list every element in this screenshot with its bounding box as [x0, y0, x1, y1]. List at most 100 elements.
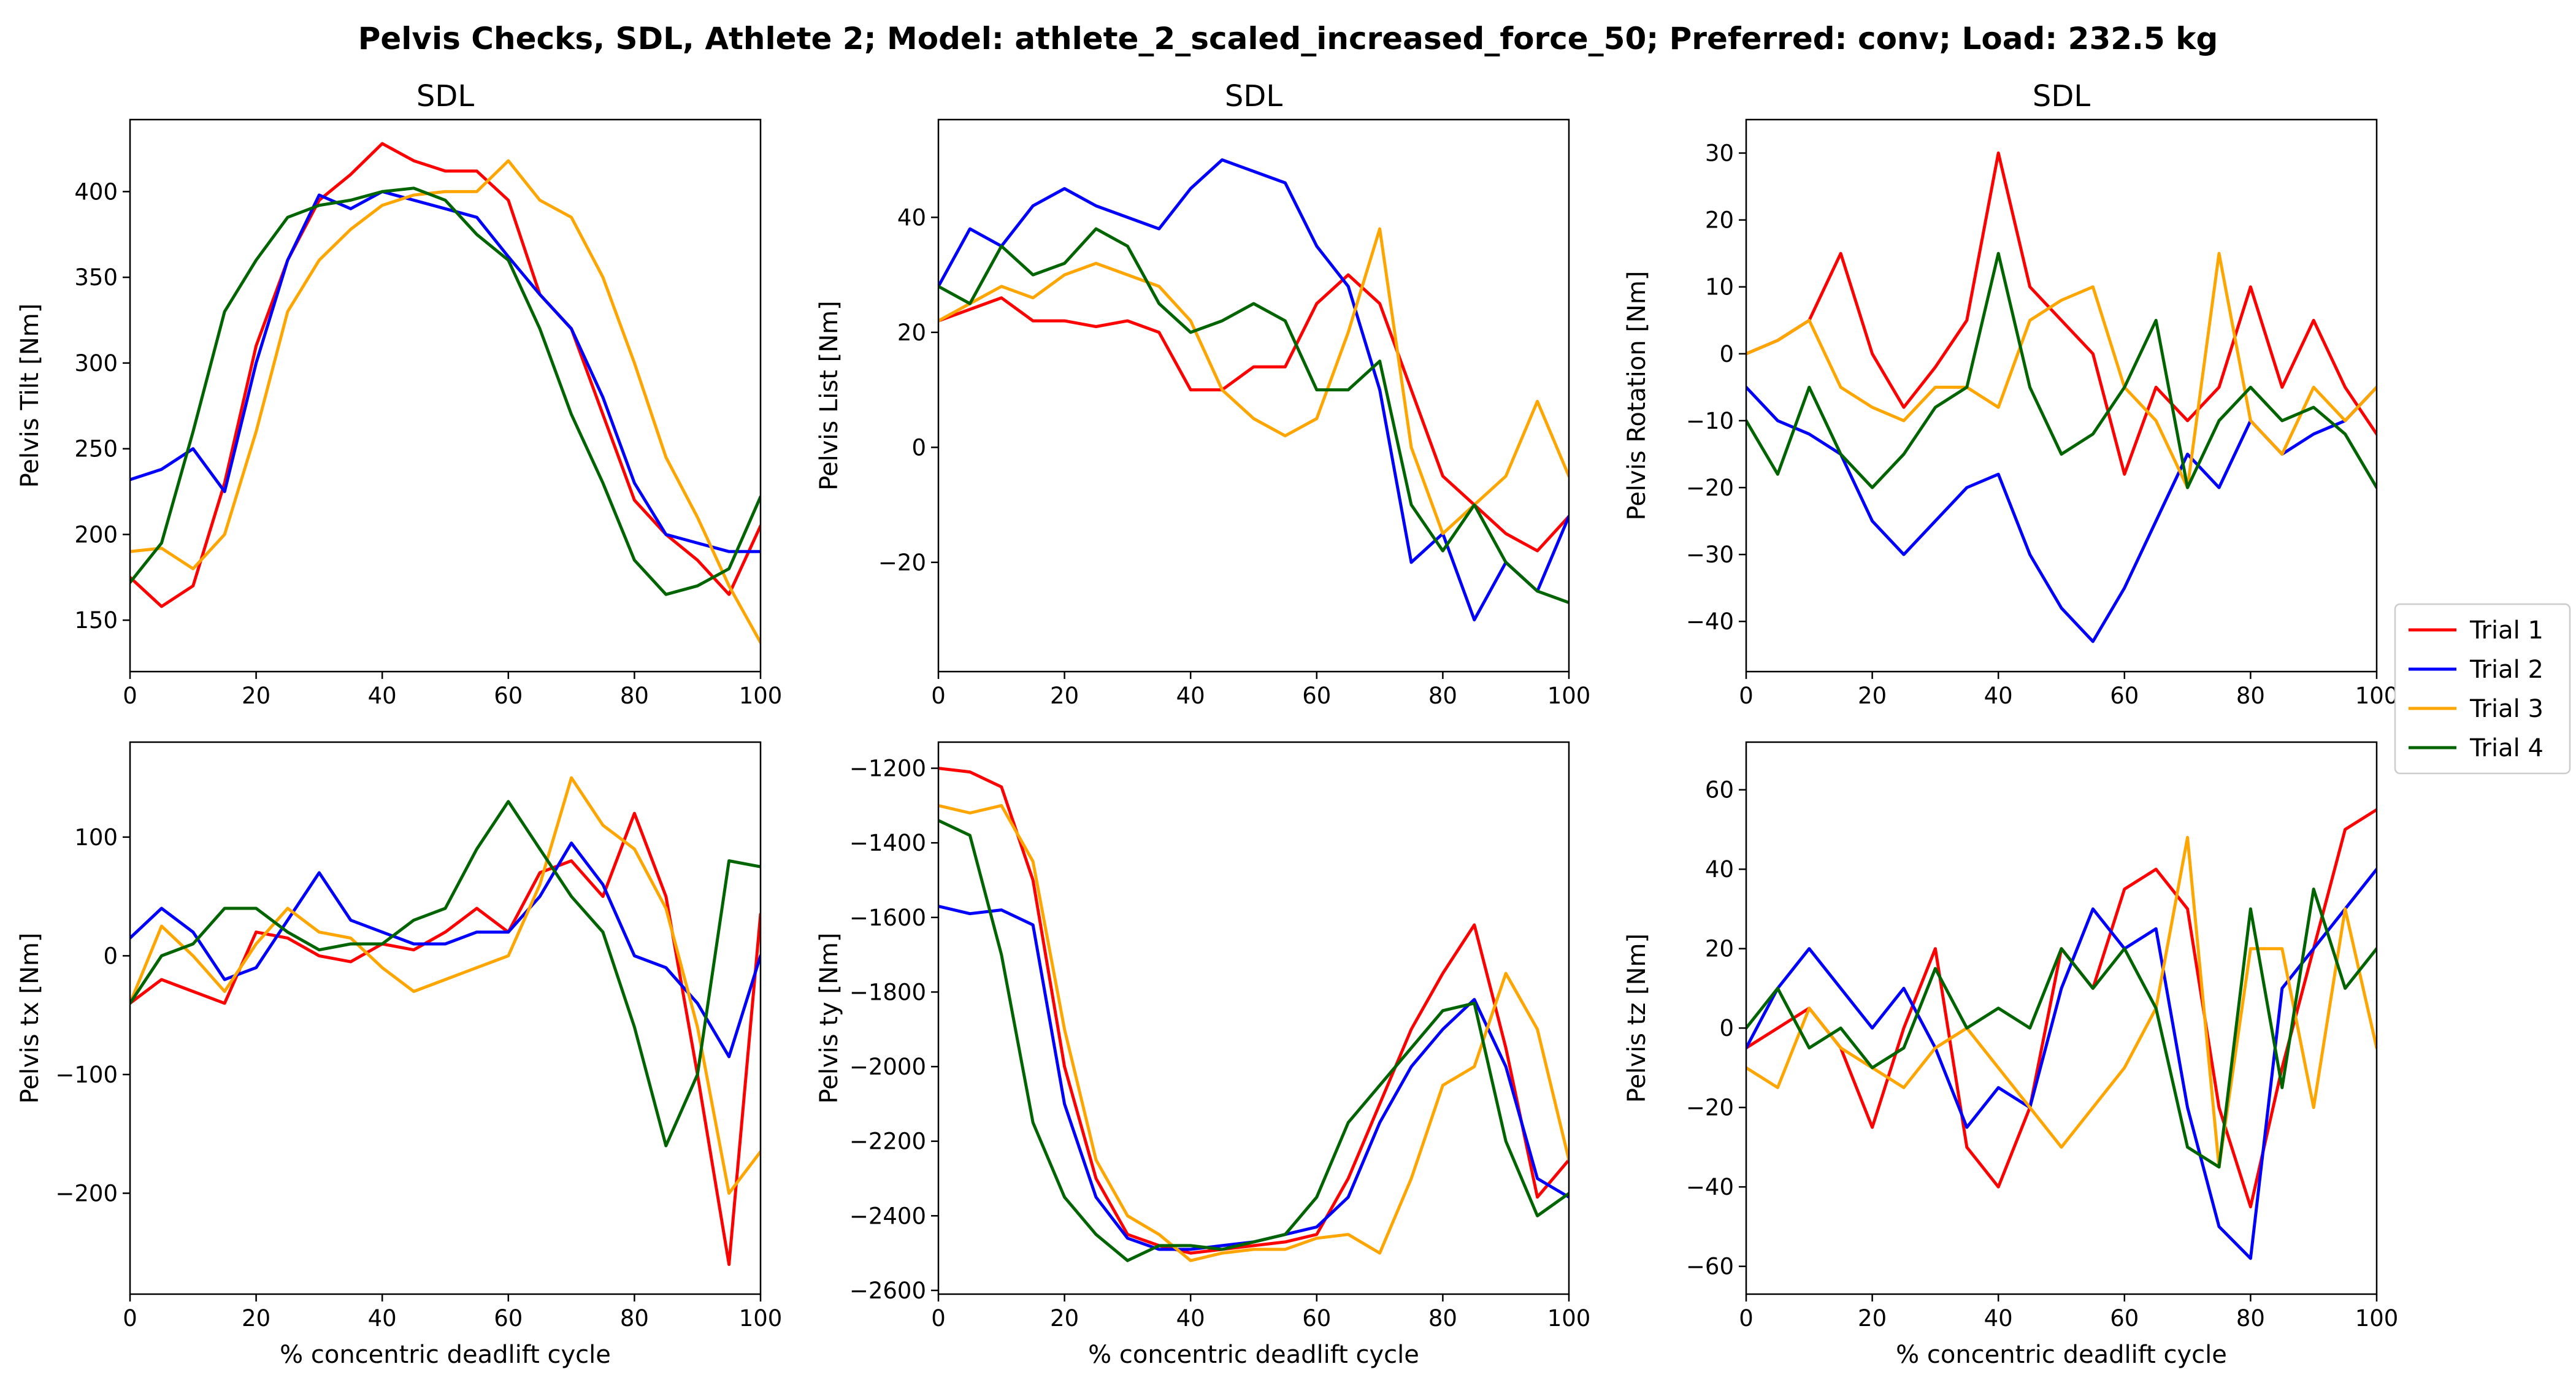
y-tick-label: 40 [897, 204, 926, 231]
x-tick-label: 60 [494, 1305, 523, 1332]
x-axis-label: % concentric deadlift cycle [1088, 1341, 1419, 1369]
plot-frame [129, 741, 762, 1295]
y-tick-label: 30 [1705, 140, 1734, 167]
x-tick-label: 20 [1858, 1305, 1887, 1332]
x-tick-label: 20 [1050, 1305, 1079, 1332]
series-line-trial-3 [130, 159, 761, 644]
plot-frame [937, 118, 1570, 673]
x-tick-label: 80 [620, 1305, 649, 1332]
x-tick-label: 100 [2355, 683, 2399, 709]
series-line-trial-4 [1746, 251, 2377, 489]
y-tick-label: 0 [911, 434, 926, 461]
subplot-5: 0 20 40 60 80 100 −2600 −2400 −2200 −2000 −1800 −16… [815, 741, 1591, 1369]
plot-frame [1745, 741, 2378, 1295]
x-tick-label: 0 [931, 683, 946, 709]
y-tick-label: 20 [897, 320, 926, 346]
subplot-title: SDL [2033, 79, 2090, 113]
x-tick-label: 20 [1050, 683, 1079, 709]
x-tick-label: 80 [1428, 1305, 1457, 1332]
plot-frame [937, 741, 1570, 1295]
y-tick-label: −20 [878, 550, 926, 576]
x-tick-label: 100 [2355, 1305, 2399, 1332]
y-axis-label: Pelvis List [Nm] [815, 301, 843, 491]
x-tick-label: 20 [242, 1305, 270, 1332]
legend-label: Trial 1 [2469, 616, 2543, 645]
y-tick-label: −10 [1686, 408, 1734, 434]
x-tick-label: 60 [1302, 1305, 1331, 1332]
plot-frame [129, 118, 762, 673]
series-line-trial-2 [130, 190, 761, 553]
y-tick-label: 400 [74, 178, 118, 205]
series-line-trial-1 [938, 767, 1569, 1255]
y-tick-label: 60 [1705, 777, 1734, 803]
series-lines [1746, 808, 2377, 1260]
y-tick-label: −200 [55, 1180, 118, 1206]
x-tick-label: 80 [620, 683, 649, 709]
y-tick-label: −60 [1686, 1254, 1734, 1280]
x-tick-label: 60 [2110, 683, 2139, 709]
y-tick-label: 0 [1719, 1015, 1734, 1041]
x-tick-label: 0 [123, 683, 137, 709]
subplot-4: 0 20 40 60 80 100 −200 −100 0 100 % concentric dea… [16, 741, 783, 1369]
legend-label: Trial 3 [2469, 695, 2543, 723]
y-tick-label: −100 [55, 1062, 118, 1088]
legend-item-trial-4: Trial 4 [2409, 734, 2543, 762]
x-tick-label: 0 [123, 1305, 137, 1332]
y-tick-label: 200 [74, 521, 118, 548]
y-tick-label: 40 [1705, 856, 1734, 883]
y-axis-label: Pelvis Tilt [Nm] [16, 304, 44, 488]
legend-label: Trial 4 [2469, 734, 2543, 762]
x-tick-label: 0 [1739, 1305, 1754, 1332]
x-tick-label: 100 [1547, 683, 1591, 709]
y-tick-label: −2400 [849, 1203, 926, 1229]
figure-title: Pelvis Checks, SDL, Athlete 2; Model: at… [358, 21, 2218, 56]
x-tick-label: 0 [931, 1305, 946, 1332]
series-line-trial-3 [130, 776, 761, 1195]
y-tick-label: −40 [1686, 608, 1734, 635]
plot-frame [1745, 118, 2378, 673]
y-tick-label: −40 [1686, 1174, 1734, 1200]
subplot-2: 0 20 40 60 80 100 −20 0 20 40 SDL Pelvis List [Nm] [815, 79, 1590, 709]
series-line-trial-2 [1746, 867, 2377, 1260]
y-tick-label: 250 [74, 436, 118, 462]
legend: Trial 1 Trial 2 Trial 3 Trial 4 [2394, 603, 2571, 775]
y-tick-label: −1400 [849, 830, 926, 856]
x-tick-label: 80 [2236, 1305, 2265, 1332]
subplot-6: 0 20 40 60 80 100 −60 −40 −20 0 20 40 60 % concentric… [1623, 741, 2399, 1369]
y-axis-label: Pelvis Rotation [Nm] [1623, 271, 1651, 521]
series-lines [130, 776, 761, 1267]
series-line-trial-4 [130, 186, 761, 596]
y-tick-label: 20 [1705, 936, 1734, 962]
x-tick-label: 80 [2236, 683, 2265, 709]
series-line-trial-3 [1746, 251, 2377, 489]
legend-item-trial-3: Trial 3 [2409, 695, 2543, 723]
series-line-trial-1 [1746, 151, 2377, 476]
legend-item-trial-1: Trial 1 [2409, 616, 2543, 645]
series-lines [130, 142, 761, 644]
x-tick-label: 0 [1739, 683, 1754, 709]
y-tick-label: 0 [103, 943, 118, 969]
x-tick-label: 40 [1984, 1305, 2013, 1332]
x-tick-label: 40 [1176, 1305, 1205, 1332]
legend-label: Trial 2 [2469, 656, 2543, 684]
x-tick-label: 100 [1547, 1305, 1591, 1332]
series-line-trial-1 [130, 142, 761, 608]
x-tick-label: 60 [2110, 1305, 2139, 1332]
y-tick-label: 150 [74, 607, 118, 634]
series-line-trial-4 [130, 800, 761, 1148]
y-tick-label: −1600 [849, 905, 926, 931]
series-line-trial-3 [1746, 835, 2377, 1169]
series-line-trial-1 [130, 811, 761, 1267]
y-tick-label: −1200 [849, 756, 926, 782]
y-axis-label: Pelvis tx [Nm] [16, 933, 44, 1104]
x-tick-label: 60 [1302, 683, 1331, 709]
x-tick-label: 100 [739, 1305, 783, 1332]
x-tick-label: 100 [739, 683, 783, 709]
y-tick-label: 300 [74, 350, 118, 377]
y-tick-label: −2200 [849, 1129, 926, 1155]
y-tick-label: −2600 [849, 1278, 926, 1304]
x-tick-label: 40 [368, 1305, 397, 1332]
y-tick-label: −30 [1686, 542, 1734, 568]
subplot-grid: 0 20 40 60 80 100150200250300350400SDLPelvis … [16, 79, 2398, 1369]
